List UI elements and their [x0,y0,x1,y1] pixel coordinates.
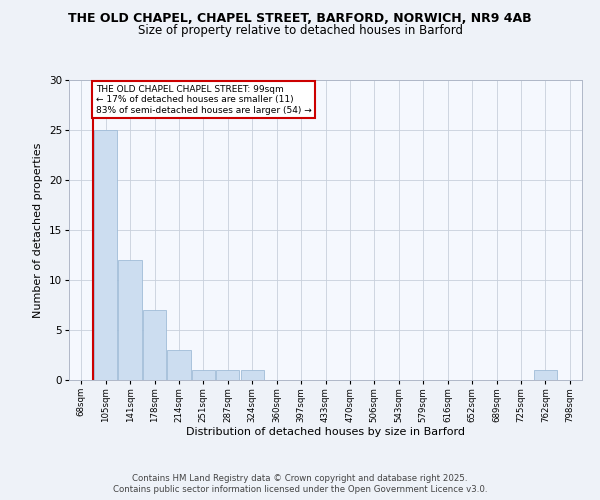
Bar [192,370,215,380]
Text: THE OLD CHAPEL, CHAPEL STREET, BARFORD, NORWICH, NR9 4AB: THE OLD CHAPEL, CHAPEL STREET, BARFORD, … [68,12,532,26]
Text: THE OLD CHAPEL CHAPEL STREET: 99sqm
← 17% of detached houses are smaller (11)
83: THE OLD CHAPEL CHAPEL STREET: 99sqm ← 17… [96,85,311,115]
Bar [167,350,191,380]
Y-axis label: Number of detached properties: Number of detached properties [33,142,43,318]
Bar [94,130,117,380]
Text: Contains HM Land Registry data © Crown copyright and database right 2025.
Contai: Contains HM Land Registry data © Crown c… [113,474,487,494]
Bar [118,260,142,380]
Bar [534,370,557,380]
Bar [216,370,239,380]
Bar [241,370,264,380]
Text: Size of property relative to detached houses in Barford: Size of property relative to detached ho… [137,24,463,37]
Bar [143,310,166,380]
X-axis label: Distribution of detached houses by size in Barford: Distribution of detached houses by size … [186,428,465,438]
